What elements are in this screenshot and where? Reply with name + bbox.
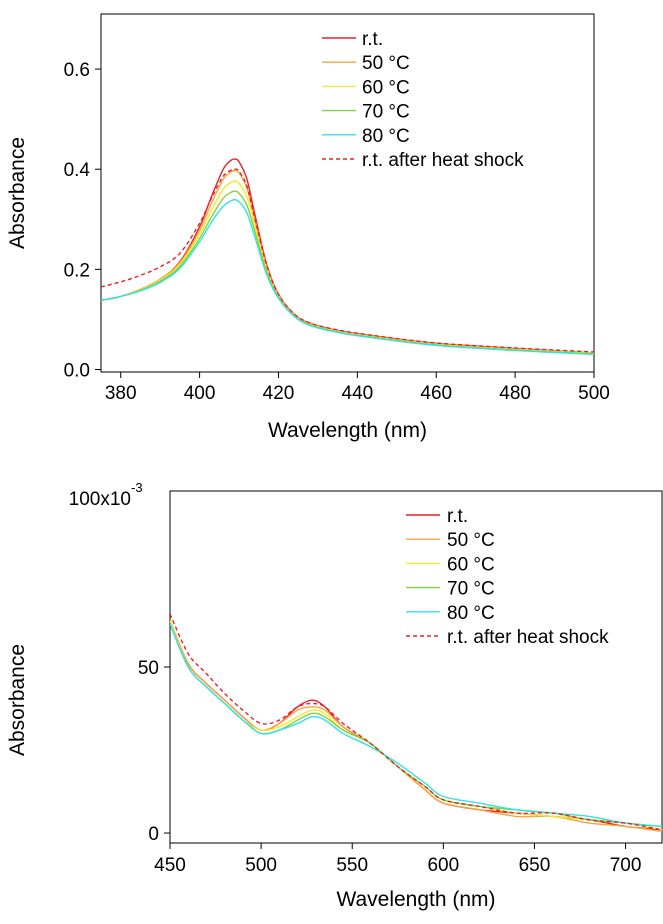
legend-label: 70 °C bbox=[447, 579, 495, 600]
plot-frame bbox=[100, 13, 595, 373]
x-tick-label: 480 bbox=[499, 383, 531, 404]
series-line-1 bbox=[101, 158, 594, 354]
x-tick-label: 600 bbox=[427, 855, 459, 876]
legend-label: 50 °C bbox=[362, 53, 410, 74]
x-tick-label: 420 bbox=[263, 383, 295, 404]
series-line-3 bbox=[170, 620, 662, 831]
legend-label: 60 °C bbox=[362, 77, 410, 98]
y-tick-label: 0 bbox=[148, 824, 159, 845]
x-tick-label: 460 bbox=[420, 383, 452, 404]
legend-label: r.t. after heat shock bbox=[362, 150, 524, 171]
y-multiplier-exponent: -3 bbox=[131, 480, 143, 495]
plot-frame bbox=[169, 490, 663, 844]
series-line-2 bbox=[170, 620, 662, 833]
x-tick-label: 500 bbox=[578, 383, 610, 404]
legend-label: r.t. after heat shock bbox=[447, 627, 609, 648]
y-axis-title: Absorbance bbox=[6, 644, 29, 756]
legend-label: 80 °C bbox=[447, 603, 495, 624]
legend-label: 60 °C bbox=[447, 554, 495, 575]
x-tick-label: 450 bbox=[154, 855, 186, 876]
x-tick-label: 440 bbox=[342, 383, 374, 404]
y-tick-label: 0.2 bbox=[64, 260, 90, 281]
series-line-1 bbox=[170, 620, 662, 831]
x-tick-label: 400 bbox=[184, 383, 216, 404]
legend-label: 50 °C bbox=[447, 530, 495, 551]
chart-panel-1: 380 400 420 440 460 480 500 0.0 0.2 0.4 0.6 Wavelen… bbox=[6, 13, 610, 442]
chart-panel-2: 450 500 550 600 650 700 0 50 100x10-3 Wavelength … bbox=[6, 480, 663, 911]
series-line-6 bbox=[170, 613, 662, 831]
x-tick-label: 550 bbox=[336, 855, 368, 876]
legend-label: r.t. bbox=[447, 506, 468, 527]
y-tick-label: 0.6 bbox=[64, 60, 90, 81]
legend-label: 80 °C bbox=[362, 126, 410, 147]
x-axis-title: Wavelength (nm) bbox=[268, 419, 427, 442]
series-group bbox=[101, 158, 594, 356]
series-line-5 bbox=[101, 198, 594, 356]
x-axis-title: Wavelength (nm) bbox=[336, 888, 495, 911]
y-axis-title: Absorbance bbox=[6, 137, 29, 249]
x-tick-label: 650 bbox=[519, 855, 551, 876]
series-line-6 bbox=[101, 168, 594, 353]
y-tick-label: 50 bbox=[138, 658, 159, 679]
x-tick-label: 500 bbox=[245, 855, 277, 876]
x-tick-label: 700 bbox=[610, 855, 642, 876]
legend-label: r.t. bbox=[362, 29, 383, 50]
series-group bbox=[170, 613, 662, 833]
x-tick-label: 380 bbox=[105, 383, 137, 404]
legend: r.t. 50 °C 60 °C 70 °C 80 °C r.t. after heat … bbox=[406, 506, 609, 648]
y-tick-label: 0.0 bbox=[64, 360, 90, 381]
series-line-2 bbox=[101, 169, 594, 354]
legend: r.t. 50 °C 60 °C 70 °C 80 °C r.t. after heat … bbox=[322, 29, 524, 171]
series-line-5 bbox=[170, 623, 662, 828]
series-line-4 bbox=[170, 623, 662, 828]
y-tick-label: 0.4 bbox=[64, 160, 91, 181]
y-multiplier-label: 100x10 bbox=[69, 489, 131, 510]
legend-label: 70 °C bbox=[362, 102, 410, 123]
